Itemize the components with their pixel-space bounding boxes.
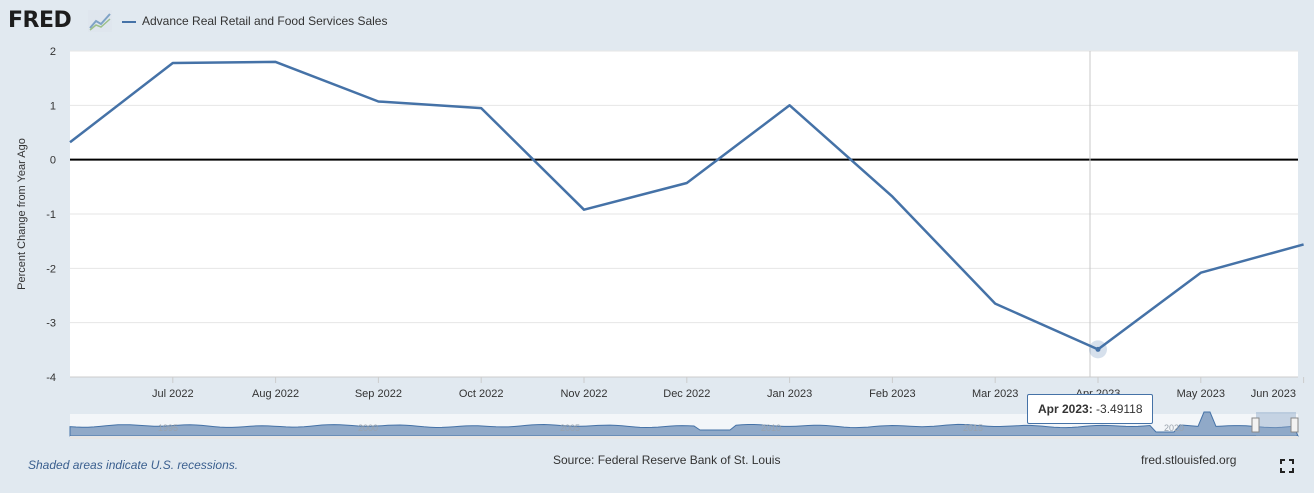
y-axis-title: Percent Change from Year Ago — [16, 138, 28, 290]
y-tick-label: 0 — [50, 155, 56, 167]
legend-swatch — [122, 21, 136, 23]
chart: 2 1 0 -1 -2 -3 -4 Jul 2022 Aug 2022 Sep 2022 Oct … — [16, 46, 1305, 439]
x-tick-label: Jul 2022 — [152, 388, 194, 400]
y-tick-label: 1 — [50, 100, 56, 112]
site-link[interactable]: fred.stlouisfed.org — [1141, 453, 1237, 467]
navigator-year-label: 2015 — [963, 423, 983, 433]
navigator-year-label: 2020 — [1164, 423, 1184, 433]
x-tick-label: Sep 2022 — [355, 388, 402, 400]
chart-header: FRED Advance Real Retail and Food Servic… — [0, 0, 1314, 44]
navigator-selection[interactable] — [1256, 412, 1296, 436]
navigator-area — [69, 411, 1299, 437]
x-tick-label: Oct 2022 — [459, 388, 504, 400]
navigator-year-label: 2000 — [358, 423, 378, 433]
y-tick-label: -1 — [46, 209, 56, 221]
highlight-point[interactable] — [1095, 346, 1101, 352]
y-tick-label: -2 — [46, 263, 56, 275]
y-tick-label: -3 — [46, 318, 56, 330]
source-text: Source: Federal Reserve Bank of St. Loui… — [553, 453, 781, 467]
navigator-handle-left[interactable] — [1251, 417, 1260, 433]
x-tick-label: Mar 2023 — [972, 388, 1018, 400]
x-tick-label: Jun 2023 — [1251, 388, 1296, 400]
fullscreen-icon[interactable] — [1280, 459, 1294, 473]
fred-logo[interactable]: FRED — [8, 8, 72, 33]
series-group — [69, 60, 1304, 359]
y-tick-label: -4 — [46, 372, 56, 384]
recession-note: Shaded areas indicate U.S. recessions. — [28, 458, 239, 472]
navigator-year-label: 2005 — [560, 423, 580, 433]
navigator-year-labels: 1995 2000 2005 2010 2015 2020 — [158, 423, 1184, 433]
x-tick-label: Jan 2023 — [767, 388, 812, 400]
navigator-year-label: 1995 — [158, 423, 178, 433]
tooltip-value: -3.49118 — [1096, 402, 1143, 416]
y-tick-label: 2 — [50, 46, 56, 58]
navigator[interactable]: 1995 2000 2005 2010 2015 2020 — [69, 411, 1299, 439]
scrollbar-track[interactable] — [70, 436, 1298, 439]
tooltip-date: Apr 2023: — [1038, 402, 1093, 416]
y-axis-labels: 2 1 0 -1 -2 -3 -4 — [46, 46, 56, 384]
x-tick-label: Aug 2022 — [252, 388, 299, 400]
navigator-handle-right[interactable] — [1290, 417, 1299, 433]
x-tick-label: Dec 2022 — [663, 388, 710, 400]
navigator-year-label: 2010 — [761, 423, 781, 433]
fred-graph-icon — [88, 10, 112, 32]
x-axis-ticks — [70, 376, 1305, 383]
legend-label: Advance Real Retail and Food Services Sa… — [142, 14, 388, 28]
tooltip: Apr 2023: -3.49118 — [1027, 394, 1153, 424]
x-tick-label: Nov 2022 — [560, 388, 607, 400]
x-tick-label: Feb 2023 — [869, 388, 915, 400]
x-tick-label: May 2023 — [1177, 388, 1225, 400]
